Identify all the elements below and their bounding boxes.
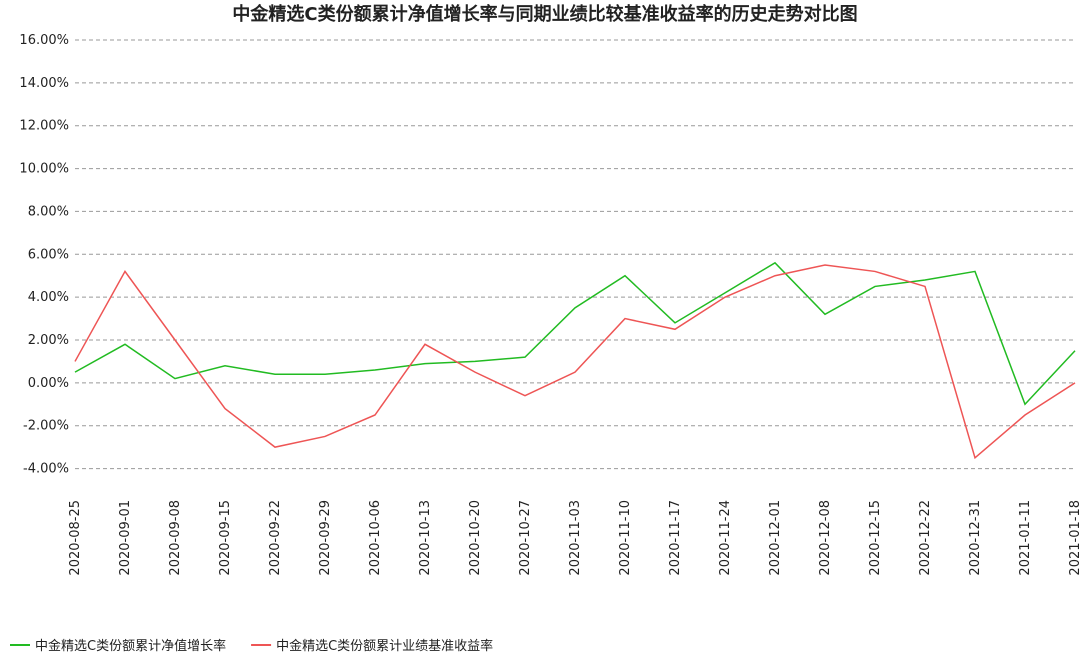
- x-tick-label: 2020-12-31: [968, 500, 983, 576]
- x-tick-label: 2020-09-22: [268, 500, 283, 576]
- x-tick-label: 2020-10-06: [368, 500, 383, 576]
- x-tick-label: 2020-11-10: [618, 500, 633, 576]
- x-tick-label: 2021-01-18: [1068, 500, 1083, 576]
- x-tick-label: 2020-11-17: [668, 500, 683, 576]
- y-tick-label: -4.00%: [23, 462, 69, 477]
- x-tick-label: 2020-10-27: [518, 500, 533, 576]
- x-tick-label: 2020-09-15: [218, 500, 233, 576]
- y-tick-label: -2.00%: [23, 419, 69, 434]
- y-tick-label: 6.00%: [28, 247, 69, 262]
- y-tick-label: 2.00%: [28, 333, 69, 348]
- y-tick-label: 0.00%: [28, 376, 69, 391]
- legend-label: 中金精选C类份额累计业绩基准收益率: [276, 638, 493, 654]
- x-tick-label: 2020-11-24: [718, 500, 733, 576]
- y-tick-label: 12.00%: [19, 119, 69, 134]
- x-tick-label: 2020-08-25: [68, 500, 83, 576]
- legend-label: 中金精选C类份额累计净值增长率: [35, 638, 226, 654]
- x-tick-label: 2020-10-20: [468, 500, 483, 576]
- y-tick-label: 16.00%: [19, 33, 69, 48]
- x-tick-label: 2020-09-29: [318, 500, 333, 576]
- x-tick-label: 2020-12-15: [868, 500, 883, 576]
- x-tick-label: 2020-10-13: [418, 500, 433, 576]
- y-tick-label: 14.00%: [19, 76, 69, 91]
- x-tick-label: 2020-09-08: [168, 500, 183, 576]
- chart-title: 中金精选C类份额累计净值增长率与同期业绩比较基准收益率的历史走势对比图: [232, 3, 857, 25]
- x-tick-label: 2020-12-22: [918, 500, 933, 576]
- series-line: [74, 264, 1076, 460]
- y-tick-label: 4.00%: [28, 290, 69, 305]
- y-tick-label: 8.00%: [28, 204, 69, 219]
- x-tick-label: 2020-11-03: [568, 500, 583, 576]
- x-tick-label: 2021-01-11: [1018, 500, 1033, 576]
- x-tick-label: 2020-12-08: [818, 500, 833, 576]
- y-tick-label: 10.00%: [19, 162, 69, 177]
- x-tick-label: 2020-12-01: [768, 500, 783, 576]
- x-tick-label: 2020-09-01: [118, 500, 133, 576]
